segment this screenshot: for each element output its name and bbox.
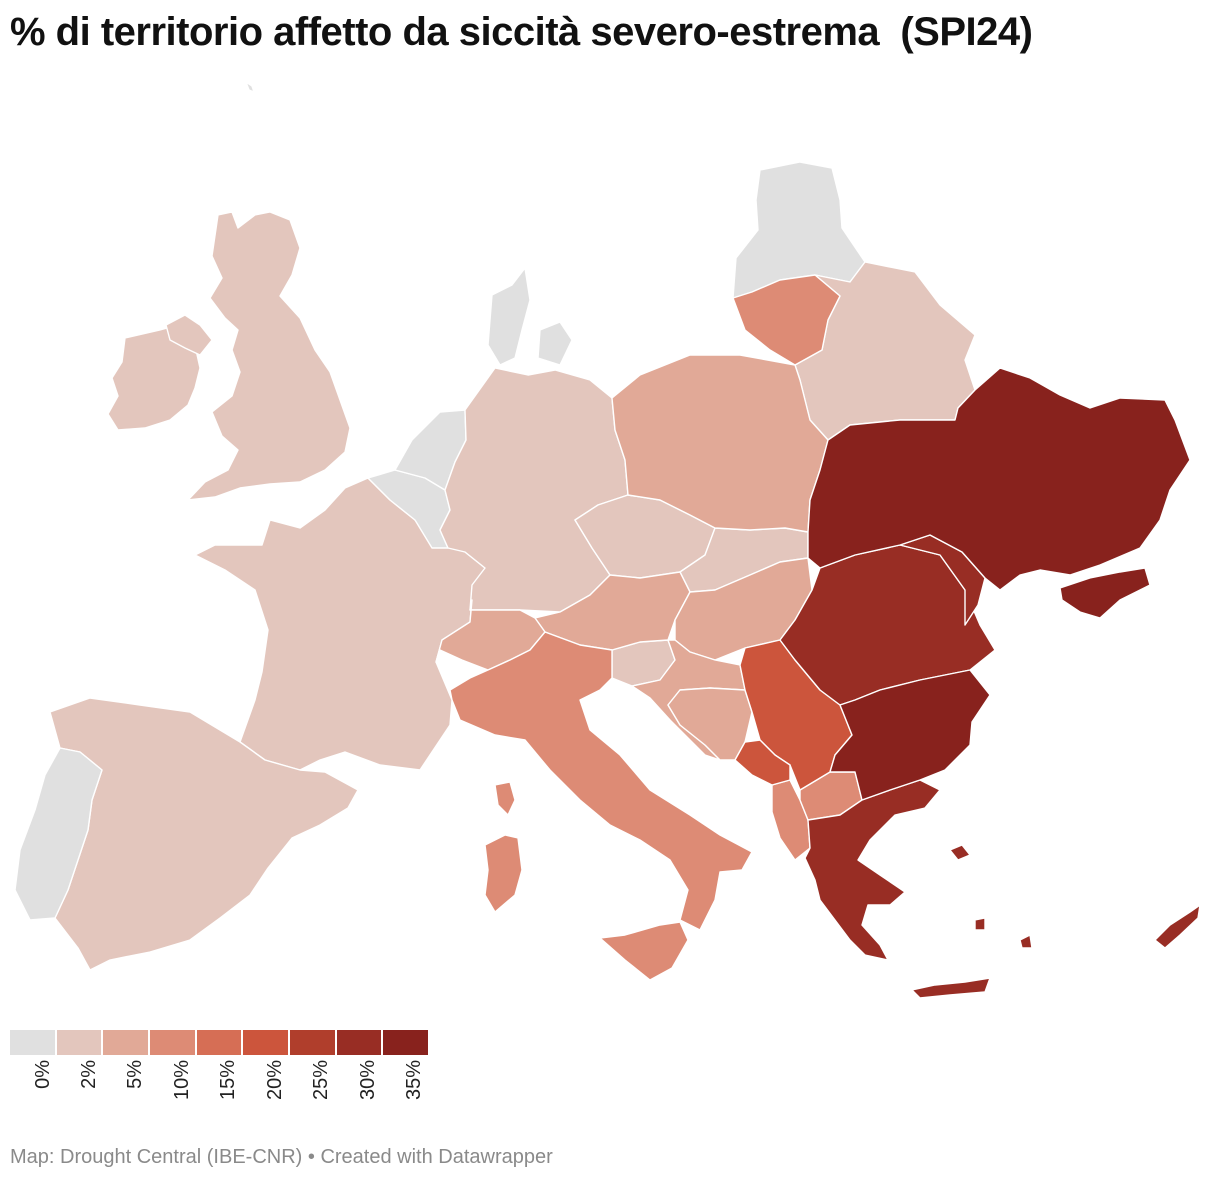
legend-tick-label: 2% [77,1060,100,1089]
region-cyprus[interactable]: Cyprus [1154,904,1201,949]
footer-credits: Map: Drought Central (IBE-CNR) • Created… [10,1146,553,1169]
legend-tick-label: 0% [31,1060,54,1089]
region-lithuania[interactable]: Lithuania [732,274,841,366]
legend-tick: 15% [217,1060,240,1120]
legend-swatch [243,1030,291,1055]
region-italy[interactable]: Italy [449,631,753,931]
legend-tick: 10% [170,1060,194,1120]
legend-swatch [196,1030,244,1055]
legend-tick-labels: 0% 2% 5% 10% 15% 20% 25% 30% 35% [10,1060,430,1120]
legend-tick-label: 35% [403,1060,425,1101]
legend-tick: 25% [310,1060,333,1120]
legend-swatch [290,1030,337,1055]
legend-color-bar [10,1030,429,1055]
region-united-kingdom[interactable]: United Kingdom [165,211,351,501]
legend-tick-label: 25% [310,1060,333,1101]
tool-credit: Created with Datawrapper [320,1146,553,1168]
legend-swatch [56,1030,104,1055]
region-sicily[interactable]: Sicily [599,921,689,981]
color-legend: 0% 2% 5% 10% 15% 20% 25% 30% 35% [10,1030,430,1110]
legend-tick: 0% [31,1060,54,1120]
legend-swatch [103,1030,151,1055]
legend-swatch [336,1030,384,1055]
legend-tick-label: 30% [356,1060,379,1101]
legend-tick: 2% [77,1060,101,1120]
region-sardinia[interactable]: Sardinia [484,781,523,913]
region-bulgaria[interactable]: Bulgaria [829,669,991,801]
credit-separator: • [302,1146,321,1168]
legend-tick: 20% [263,1060,287,1120]
legend-tick-label: 15% [217,1060,240,1101]
legend-swatch [383,1030,429,1055]
region-montenegro[interactable]: Montenegro [734,739,791,786]
legend-tick: 35% [403,1060,426,1120]
legend-tick-label: 20% [263,1060,286,1101]
legend-tick: 5% [124,1060,147,1120]
region-iceland[interactable]: Iceland [245,81,255,93]
legend-swatch [10,1030,57,1055]
map-svg: Iceland Ireland United Kingdom France Sp… [14,81,1201,999]
region-portugal[interactable]: Portugal [14,747,103,921]
map-title: % di territorio affetto da siccità sever… [10,10,1033,54]
legend-tick-label: 10% [170,1060,193,1101]
choropleth-map: Iceland Ireland United Kingdom France Sp… [0,70,1220,1020]
legend-tick: 30% [356,1060,380,1120]
region-aegean-islands[interactable]: Crete [949,844,1033,949]
legend-swatch [150,1030,197,1055]
region-denmark[interactable]: Denmark [487,267,573,366]
source-credit: Map: Drought Central (IBE-CNR) [10,1146,303,1168]
legend-tick-label: 5% [124,1060,147,1089]
region-ukraine[interactable]: Ukraine [807,367,1191,619]
region-bosnia-herzegovina[interactable]: Bosnia and Herzegovina [667,687,753,761]
